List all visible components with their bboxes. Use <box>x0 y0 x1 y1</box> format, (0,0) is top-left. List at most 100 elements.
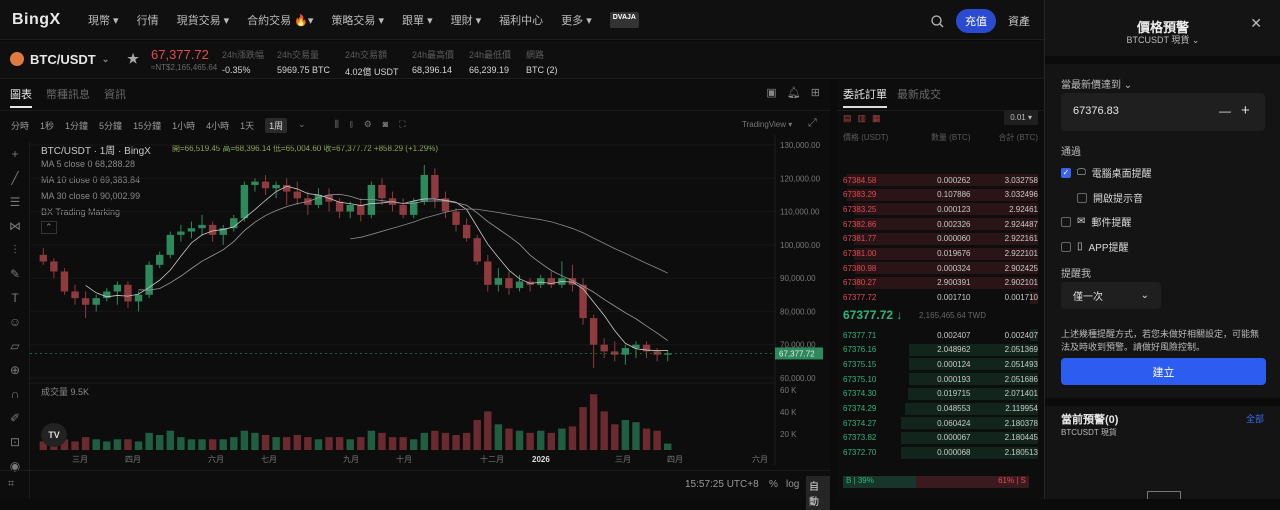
channel-icon[interactable]: ⫶ <box>13 242 17 257</box>
interval-option-active[interactable]: 1周 <box>265 118 288 133</box>
tradingview-logo[interactable]: TV <box>41 423 67 447</box>
star-icon[interactable]: ★ <box>127 51 139 66</box>
lock-draw-icon[interactable]: ✐ <box>9 411 21 425</box>
nav-item[interactable]: 福利中心 <box>499 14 544 27</box>
condition-selector[interactable]: 當最新價達到 ⌄ <box>1061 80 1133 91</box>
assets-link[interactable]: 資產 <box>1008 16 1030 28</box>
camera-icon[interactable]: ◙ <box>382 119 389 129</box>
orderbook-row[interactable]: 67373.82 0.000067 2.180445 <box>843 431 1038 445</box>
ruler-icon[interactable]: ▱ <box>10 339 20 353</box>
app-checkbox[interactable]: ▯ APP提醒 <box>1061 239 1129 254</box>
candlestick-chart[interactable]: 130,000.00 120,000.00 110,000.00 100,000.00… <box>30 135 830 465</box>
view-all-link[interactable]: 全部 <box>1245 414 1264 424</box>
view-bids-icon[interactable]: ▦ <box>872 113 881 123</box>
checkbox-unchecked[interactable] <box>1061 241 1071 252</box>
magnet-icon[interactable]: ∩ <box>10 387 20 401</box>
chevron-down-icon[interactable]: ⌄ <box>298 119 306 129</box>
precision-select[interactable]: 0.01 ▾ <box>1004 110 1038 125</box>
tab-latest-trades[interactable]: 最新成交 <box>897 89 941 101</box>
orderbook-row[interactable]: 67380.98 0.000324 2.902425 <box>843 261 1038 275</box>
interval-option[interactable]: 4小時 <box>206 121 230 131</box>
orderbook-row[interactable]: 67383.25 0.000123 2.92461 <box>843 202 1038 216</box>
desktop-checkbox[interactable]: ✓ 🖵︎ 電腦桌面提醒 <box>1061 165 1152 180</box>
expand-icon[interactable]: ⤢ <box>808 117 817 129</box>
nav-item[interactable]: 跟單 ▾ <box>402 14 433 27</box>
interval-option[interactable]: 15分鐘 <box>133 121 162 131</box>
orderbook-row[interactable]: 67375.15 0.000124 2.051493 <box>843 357 1038 371</box>
orderbook-row[interactable]: 67374.30 0.019715 2.071401 <box>843 387 1038 401</box>
bell-icon[interactable]: 🔔︎ <box>786 87 801 99</box>
nav-item[interactable]: 更多 ▾ <box>561 14 592 27</box>
frequency-select[interactable]: 僅一次 ⌄ <box>1061 282 1161 309</box>
orderbook-row[interactable]: 67374.29 0.048553 2.119954 <box>843 402 1038 416</box>
orderbook-row[interactable]: 67377.72 0.001710 0.001710 <box>843 291 1038 305</box>
tab-chart[interactable]: 圖表 <box>10 86 32 108</box>
brush-icon[interactable]: ✎ <box>9 267 21 281</box>
interval-option[interactable]: 分時 <box>11 121 30 131</box>
fullscreen-icon[interactable]: ⛶ <box>399 119 406 129</box>
email-checkbox[interactable]: ✉ 郵件提醒 <box>1061 214 1131 229</box>
interval-option[interactable]: 1天 <box>240 121 255 131</box>
interval-option[interactable]: 1小時 <box>172 121 196 131</box>
percent-scale-button[interactable]: % <box>769 479 778 490</box>
nav-item[interactable]: 合約交易 🔥▾ <box>247 14 314 27</box>
increment-button[interactable]: + <box>1241 102 1250 119</box>
nav-item[interactable]: 現貨交易 ▾ <box>176 14 230 27</box>
orderbook-row[interactable]: 67372.70 0.000068 2.180513 <box>843 446 1038 460</box>
symbol-selector[interactable]: BTCUSDT 現貨 ⌄ <box>1126 35 1200 45</box>
promo-badge[interactable]: DVAJA <box>609 11 639 28</box>
orderbook-row[interactable]: 67381.77 0.000060 2.922161 <box>843 232 1038 246</box>
checkbox-unchecked[interactable] <box>1077 192 1087 203</box>
orderbook-row[interactable]: 67383.29 0.107886 3.032496 <box>843 188 1038 202</box>
orderbook-row[interactable]: 67377.71 0.002407 0.002407 <box>843 328 1038 342</box>
pattern-icon[interactable]: ⋈ <box>9 219 21 233</box>
eye-icon[interactable]: ◉ <box>9 459 21 473</box>
price-input[interactable]: 67376.83 <box>1073 105 1119 117</box>
indicator-icon[interactable]: ⫼ <box>334 119 339 129</box>
tradingview-selector[interactable]: TradingView ▾ <box>742 120 793 129</box>
nav-item[interactable]: 策略交易 ▾ <box>331 14 385 27</box>
nav-item[interactable]: 行情 <box>136 14 159 27</box>
close-icon[interactable]: ✕ <box>1250 15 1262 31</box>
nav-item[interactable]: 理財 ▾ <box>450 14 482 27</box>
sound-checkbox[interactable]: 開啟提示音 <box>1077 190 1143 205</box>
log-scale-button[interactable]: log <box>786 479 800 490</box>
orderbook-row[interactable]: 67376.16 2.048962 2.051369 <box>843 343 1038 357</box>
candle-type-icon[interactable]: ⫾ <box>349 119 353 129</box>
checkbox-checked[interactable]: ✓ <box>1061 167 1071 178</box>
interval-option[interactable]: 1秒 <box>40 121 55 131</box>
deposit-button[interactable]: 充值 <box>956 9 996 33</box>
checkbox-unchecked[interactable] <box>1061 216 1071 227</box>
tab-orderbook[interactable]: 委託訂單 <box>843 86 887 108</box>
orderbook-row[interactable]: 67384.58 0.000262 3.032758 <box>843 173 1038 187</box>
tab-coin-info[interactable]: 幣種訊息 <box>46 89 90 101</box>
decrement-button[interactable]: — <box>1219 104 1231 118</box>
bingx-logo[interactable]: BingX <box>12 10 61 28</box>
pair-selector[interactable]: BTC/USDT ⌄ ★ <box>10 51 139 67</box>
zoom-in-icon[interactable]: ⊕ <box>9 363 21 377</box>
interval-option[interactable]: 1分鐘 <box>65 121 89 131</box>
emoji-icon[interactable]: ☺ <box>8 315 22 329</box>
orderbook-row[interactable]: 67381.00 0.019676 2.922101 <box>843 247 1038 261</box>
lock-icon[interactable]: ⊡ <box>9 435 21 449</box>
orderbook-row[interactable]: 67382.86 0.002326 2.924487 <box>843 217 1038 231</box>
crosshair-icon[interactable]: + <box>11 147 19 161</box>
auto-scale-button[interactable]: 自動 <box>806 476 830 510</box>
calendar-icon[interactable]: ⌗ <box>8 478 15 490</box>
settings-icon[interactable]: ⚙ <box>363 119 372 129</box>
trendline-icon[interactable]: ╱ <box>11 171 19 185</box>
text-icon[interactable]: T <box>11 291 19 305</box>
grid-icon[interactable]: ⊞ <box>810 87 820 99</box>
nav-item[interactable]: 現幣 ▾ <box>88 14 119 27</box>
interval-option[interactable]: 5分鐘 <box>99 121 123 131</box>
layout-icon[interactable]: ▣ <box>766 87 777 99</box>
view-both-icon[interactable]: ▤ <box>843 113 852 123</box>
collapse-legend-button[interactable]: ⌃ <box>41 221 57 234</box>
view-asks-icon[interactable]: ▥ <box>857 113 867 123</box>
orderbook-row[interactable]: 67380.27 2.900391 2.902101 <box>843 276 1038 290</box>
orderbook-row[interactable]: 67374.27 0.060424 2.180378 <box>843 416 1038 430</box>
tab-news[interactable]: 資訊 <box>104 89 126 101</box>
create-alert-button[interactable]: 建立 <box>1061 358 1266 385</box>
orderbook-row[interactable]: 67375.10 0.000193 2.051686 <box>843 372 1038 386</box>
fib-icon[interactable]: ☰ <box>9 195 21 209</box>
